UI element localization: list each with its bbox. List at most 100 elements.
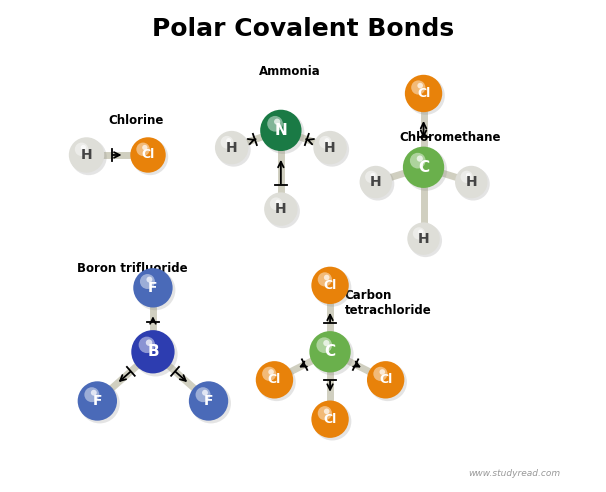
Circle shape [75, 143, 88, 156]
Circle shape [135, 270, 175, 310]
Circle shape [455, 166, 487, 198]
Text: F: F [93, 394, 102, 408]
Circle shape [139, 337, 155, 353]
Circle shape [216, 132, 251, 167]
Circle shape [411, 80, 425, 94]
Circle shape [365, 171, 378, 183]
Text: H: H [81, 148, 92, 162]
Circle shape [407, 222, 440, 255]
Circle shape [267, 116, 283, 132]
Circle shape [325, 138, 330, 143]
Text: C: C [324, 344, 336, 359]
Circle shape [405, 75, 442, 112]
Circle shape [318, 406, 332, 420]
Circle shape [405, 149, 447, 191]
Circle shape [79, 383, 120, 424]
Circle shape [146, 339, 152, 346]
Text: F: F [148, 281, 158, 295]
Circle shape [275, 200, 281, 205]
Circle shape [410, 153, 425, 169]
Circle shape [369, 363, 407, 401]
Circle shape [133, 332, 178, 376]
Circle shape [221, 136, 233, 149]
Circle shape [264, 192, 298, 226]
Circle shape [311, 333, 354, 375]
Circle shape [132, 139, 168, 175]
Text: H: H [418, 232, 430, 246]
Circle shape [70, 139, 107, 175]
Circle shape [215, 131, 248, 164]
Circle shape [189, 381, 228, 421]
Text: N: N [275, 123, 287, 138]
Circle shape [323, 340, 330, 346]
Circle shape [313, 402, 351, 440]
Circle shape [256, 361, 293, 399]
Text: B: B [147, 344, 159, 359]
Text: C: C [418, 160, 429, 175]
Circle shape [403, 147, 444, 188]
Text: Boron trifluoride: Boron trifluoride [77, 262, 187, 275]
Circle shape [370, 173, 375, 178]
Circle shape [418, 229, 423, 234]
Text: www.studyread.com: www.studyread.com [468, 469, 560, 478]
Circle shape [409, 224, 442, 257]
Text: Polar Covalent Bonds: Polar Covalent Bonds [152, 17, 454, 41]
Circle shape [315, 132, 349, 167]
Text: H: H [370, 175, 382, 189]
Circle shape [191, 383, 231, 424]
Circle shape [466, 173, 471, 178]
Circle shape [274, 119, 280, 125]
Circle shape [84, 387, 99, 402]
Text: Cl: Cl [379, 373, 392, 386]
Circle shape [361, 167, 395, 201]
Text: Cl: Cl [417, 87, 430, 100]
Circle shape [324, 408, 330, 414]
Circle shape [367, 361, 404, 399]
Circle shape [140, 274, 155, 289]
Text: Cl: Cl [268, 373, 281, 386]
Text: Ammonia: Ammonia [259, 65, 321, 78]
Text: Chlorine: Chlorine [108, 114, 164, 127]
Circle shape [260, 110, 302, 151]
Circle shape [379, 369, 385, 375]
Circle shape [324, 275, 330, 280]
Circle shape [196, 387, 210, 402]
Circle shape [258, 363, 296, 401]
Circle shape [316, 338, 332, 353]
Circle shape [268, 369, 274, 375]
Circle shape [130, 137, 165, 173]
Circle shape [359, 166, 392, 198]
Circle shape [262, 112, 304, 154]
Circle shape [81, 145, 86, 150]
Circle shape [132, 330, 175, 373]
Text: F: F [204, 394, 213, 408]
Circle shape [69, 137, 104, 173]
Circle shape [457, 167, 490, 201]
Circle shape [413, 227, 425, 240]
Circle shape [147, 277, 152, 282]
Circle shape [407, 77, 445, 115]
Text: Cl: Cl [324, 413, 337, 426]
Circle shape [266, 194, 300, 228]
Text: Chloromethane: Chloromethane [399, 131, 501, 144]
Circle shape [310, 331, 351, 372]
Circle shape [373, 367, 387, 381]
Text: Cl: Cl [324, 279, 337, 292]
Circle shape [461, 171, 473, 183]
Circle shape [78, 381, 117, 421]
Text: H: H [226, 141, 238, 154]
Circle shape [202, 390, 208, 396]
Circle shape [311, 400, 349, 438]
Circle shape [270, 197, 282, 210]
Text: H: H [275, 202, 287, 216]
Circle shape [313, 131, 347, 164]
Text: Cl: Cl [141, 149, 155, 161]
Circle shape [417, 155, 423, 162]
Circle shape [418, 83, 423, 89]
Circle shape [319, 136, 331, 149]
Text: H: H [324, 141, 336, 154]
Circle shape [136, 143, 150, 156]
Text: H: H [465, 175, 477, 189]
Circle shape [318, 272, 332, 286]
Circle shape [142, 145, 147, 150]
